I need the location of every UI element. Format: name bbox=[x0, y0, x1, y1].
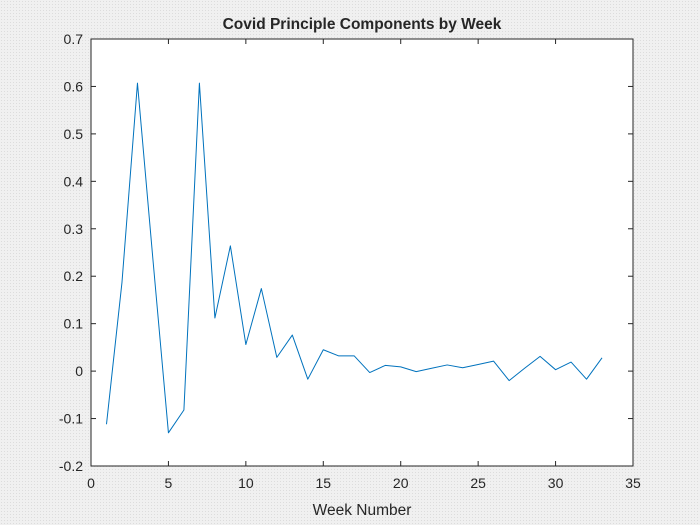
chart-title: Covid Principle Components by Week bbox=[223, 16, 502, 33]
x-tick-label: 30 bbox=[548, 475, 564, 491]
series-line bbox=[105, 82, 603, 434]
y-tick-label: 0.5 bbox=[64, 126, 84, 142]
x-tick-label: 10 bbox=[238, 475, 254, 491]
x-tick-label: 15 bbox=[315, 475, 331, 491]
y-tick-label: 0.7 bbox=[64, 31, 84, 47]
x-tick-label: 0 bbox=[87, 475, 95, 491]
plot-area bbox=[91, 39, 633, 466]
y-tick-label: 0.6 bbox=[64, 78, 84, 94]
y-tick-label: -0.1 bbox=[59, 411, 83, 427]
y-tick-label: -0.2 bbox=[59, 458, 83, 474]
y-tick-label: 0 bbox=[75, 363, 83, 379]
y-tick-label: 0.4 bbox=[64, 173, 84, 189]
y-axis-ticks: -0.2 -0.1 0 0.1 0.2 0.3 0.4 0.5 0.6 0.7 bbox=[59, 31, 633, 474]
x-axis-ticks: 0 5 10 15 20 25 30 35 bbox=[87, 39, 641, 491]
x-tick-label: 25 bbox=[470, 475, 486, 491]
x-axis-label: Week Number bbox=[313, 502, 412, 519]
y-tick-label: 0.3 bbox=[64, 221, 84, 237]
y-tick-label: 0.2 bbox=[64, 268, 84, 284]
x-tick-label: 35 bbox=[625, 475, 641, 491]
axes-box bbox=[90, 38, 634, 467]
x-tick-label: 5 bbox=[165, 475, 173, 491]
x-tick-label: 20 bbox=[393, 475, 409, 491]
y-tick-label: 0.1 bbox=[64, 316, 84, 332]
